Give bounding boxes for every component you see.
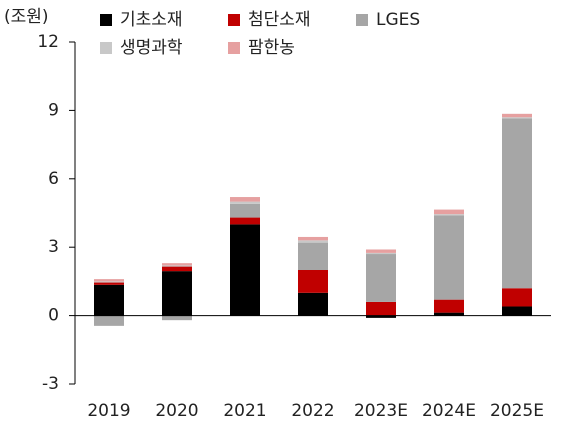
- y-tick-label: 12: [37, 32, 59, 52]
- x-tick-label: 2024E: [422, 401, 476, 421]
- bar-segment: [94, 284, 124, 316]
- legend-swatch: [228, 42, 240, 54]
- bar-segment: [434, 312, 464, 316]
- bar-segment: [230, 203, 260, 218]
- bar-segment: [434, 215, 464, 300]
- bar-segment: [162, 266, 192, 272]
- legend-label: 팜한농: [248, 38, 295, 58]
- y-tick-label: 3: [48, 237, 59, 257]
- bar-segment: [502, 288, 532, 307]
- bar-segment: [366, 315, 396, 318]
- bar-segment: [298, 292, 328, 316]
- legend-swatch: [100, 42, 112, 54]
- y-tick-label: 6: [48, 169, 59, 189]
- y-tick-label: -3: [42, 374, 59, 394]
- legend-swatch: [228, 14, 240, 26]
- bar-segment: [434, 214, 464, 216]
- legend-label: LGES: [376, 10, 420, 30]
- x-tick-label: 2020: [155, 401, 198, 421]
- bar-segment: [298, 236, 328, 241]
- legend-label: 기초소재: [120, 10, 183, 30]
- y-tick-label: 9: [48, 100, 59, 120]
- x-tick-label: 2023E: [354, 401, 408, 421]
- y-tick-label: 0: [48, 306, 59, 326]
- legend-label: 첨단소재: [248, 10, 311, 30]
- bar-segment: [162, 271, 192, 316]
- bar-segment: [94, 279, 124, 282]
- bar-segment: [230, 217, 260, 225]
- legend-label: 생명과학: [120, 38, 183, 58]
- bar-segment: [162, 263, 192, 266]
- bar-segment: [366, 249, 396, 253]
- bar-segment: [230, 197, 260, 202]
- legend-swatch: [100, 14, 112, 26]
- x-tick-label: 2022: [291, 401, 334, 421]
- x-tick-label: 2019: [87, 401, 130, 421]
- bar-segment: [94, 315, 124, 326]
- x-tick-label: 2025E: [490, 401, 544, 421]
- bar-segment: [434, 209, 464, 215]
- bar-segment: [366, 254, 396, 302]
- bar-segment: [366, 301, 396, 316]
- bar-segment: [230, 224, 260, 316]
- bar-segment: [162, 265, 192, 267]
- bar-segment: [298, 270, 328, 293]
- bar-segment: [94, 281, 124, 283]
- bar-segment: [366, 252, 396, 255]
- bar-segment: [434, 299, 464, 313]
- bar-segment: [298, 242, 328, 270]
- bar-segment: [94, 282, 124, 285]
- bar-segment: [502, 117, 532, 119]
- bar-segment: [298, 240, 328, 243]
- x-tick-label: 2021: [223, 401, 266, 421]
- bar-segment: [230, 201, 260, 204]
- unit-label: (조원): [4, 7, 49, 27]
- bar-segment: [502, 113, 532, 118]
- bar-segment: [502, 306, 532, 316]
- bar-segment: [502, 118, 532, 289]
- legend-swatch: [356, 14, 368, 26]
- bar-segment: [162, 315, 192, 321]
